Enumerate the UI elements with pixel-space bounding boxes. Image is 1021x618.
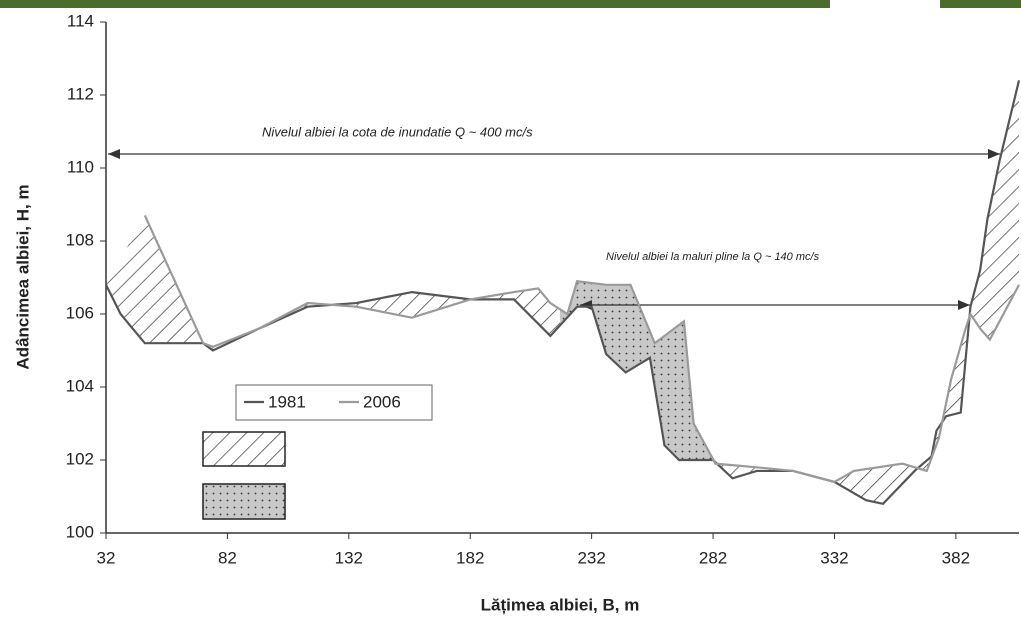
x-tick-label: 332 <box>820 548 848 567</box>
legend-swatch <box>203 484 285 519</box>
x-axis-label: Lățimea albiei, B, m <box>481 595 640 614</box>
legend <box>236 385 432 420</box>
x-tick-label: 182 <box>456 548 484 567</box>
y-tick-label: 100 <box>66 522 94 541</box>
legend-label: 2006 <box>363 392 401 411</box>
y-tick-label: 112 <box>67 84 94 103</box>
x-tick-label: 382 <box>942 548 970 567</box>
legend-label: 1981 <box>268 392 306 411</box>
photo-strip <box>0 0 830 8</box>
x-tick-label: 232 <box>577 548 605 567</box>
y-tick-label: 108 <box>66 230 94 249</box>
chart: Lățimea albiei, B, m Adâncimea albiei, H… <box>0 0 1021 618</box>
x-tick-label: 132 <box>335 548 363 567</box>
x-tick-label: 282 <box>699 548 727 567</box>
y-axis-label: Adâncimea albiei, H, m <box>13 184 32 369</box>
y-tick-label: 104 <box>66 376 94 395</box>
annotation: Nivelul albiei la maluri pline la Q ~ 14… <box>606 251 820 263</box>
annotation: Nivelul albiei la cota de inundatie Q ~ … <box>262 124 533 139</box>
legend-swatch <box>203 432 285 466</box>
y-tick-label: 106 <box>66 303 94 322</box>
y-tick-label: 114 <box>67 11 94 30</box>
x-tick-label: 82 <box>218 548 237 567</box>
y-tick-label: 102 <box>66 449 94 468</box>
x-tick-label: 32 <box>97 548 116 567</box>
annotation-arrow <box>108 149 1000 310</box>
photo-strip <box>940 0 1021 8</box>
y-tick-label: 110 <box>67 157 94 176</box>
